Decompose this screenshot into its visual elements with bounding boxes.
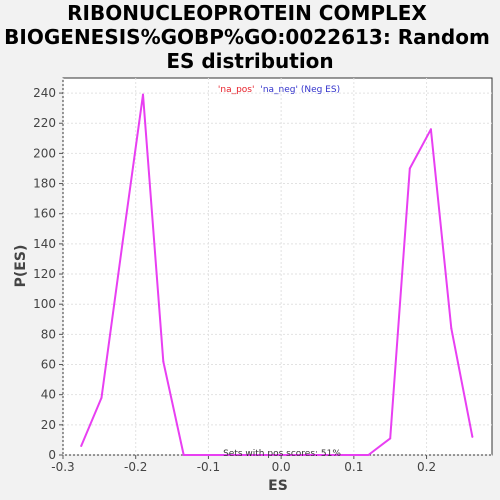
grid (62, 78, 492, 456)
data-point (121, 241, 124, 244)
data-point (162, 360, 165, 363)
y-tick-label: 120 (33, 267, 56, 281)
y-tick-label: 200 (33, 146, 56, 160)
y-tick-label: 220 (33, 116, 56, 130)
data-point (80, 444, 83, 447)
y-tick-label: 160 (33, 207, 56, 221)
title-line-1: RIBONUCLEOPROTEIN COMPLEX (67, 1, 427, 25)
legend: 'na_pos' 'na_neg' (Neg ES) (218, 85, 340, 95)
x-tick-label: -0.1 (197, 460, 220, 474)
x-tick-label: 0.2 (417, 460, 436, 474)
y-tick-label: 80 (41, 327, 56, 341)
x-tick-label: -0.3 (51, 460, 74, 474)
y-tick-label: 60 (41, 358, 56, 372)
series (80, 93, 474, 456)
data-point (367, 454, 370, 456)
data-point (408, 167, 411, 170)
legend-entry-na-pos: 'na_pos' (218, 85, 255, 95)
data-point (450, 327, 453, 330)
y-tick-label: 180 (33, 177, 56, 191)
x-tick-label: -0.2 (124, 460, 147, 474)
data-point (471, 435, 474, 438)
y-tick-label: 140 (33, 237, 56, 251)
y-tick-label: 100 (33, 297, 56, 311)
x-axis-label: ES (268, 478, 288, 494)
legend-entry-na-neg: 'na_neg' (Neg ES) (260, 85, 340, 95)
pos-scores-annotation: Sets with pos scores: 51% (223, 449, 341, 459)
x-axis: -0.3 -0.2 -0.1 0.0 0.1 0.2 (51, 455, 436, 474)
y-tick-label: 0 (48, 448, 56, 462)
y-axis-label: P(ES) (13, 245, 29, 288)
data-point (141, 93, 144, 96)
data-point (182, 454, 185, 456)
y-tick-label: 240 (33, 86, 56, 100)
plot-area (62, 77, 493, 456)
series-line (80, 93, 474, 456)
title-line-2: BIOGENESIS%GOBP%GO:0022613: Random (4, 25, 490, 49)
data-point (389, 437, 392, 440)
data-point (203, 454, 206, 456)
data-point (429, 128, 432, 131)
y-axis: 0 20 40 60 80 100 120 140 160 180 200 220 240 (33, 86, 63, 462)
data-point (223, 454, 226, 456)
x-tick-label: 0.0 (272, 460, 291, 474)
title-line-3: ES distribution (166, 49, 333, 73)
legend-text: 'na_pos' 'na_neg' (Neg ES) (218, 85, 340, 95)
data-point (100, 396, 103, 399)
x-tick-label: 0.1 (344, 460, 363, 474)
y-tick-label: 40 (41, 388, 56, 402)
y-tick-label: 20 (41, 418, 56, 432)
chart-title: RIBONUCLEOPROTEIN COMPLEX BIOGENESIS%GOB… (4, 1, 490, 73)
